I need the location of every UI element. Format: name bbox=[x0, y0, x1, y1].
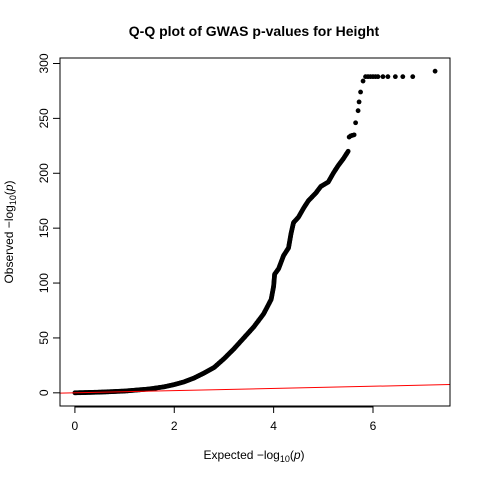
points-layer bbox=[72, 68, 438, 396]
y-axis-label: Observed −log10(p) bbox=[2, 180, 18, 283]
reference-line bbox=[59, 384, 451, 394]
outlier-point bbox=[351, 132, 357, 138]
outlier-point bbox=[358, 89, 363, 95]
outlier-point bbox=[385, 74, 391, 80]
outlier-point bbox=[355, 108, 361, 114]
outlier-point bbox=[380, 74, 386, 80]
y-tick-label: 0 bbox=[37, 389, 51, 396]
x-axis: 0 2 4 6 bbox=[72, 406, 377, 433]
y-tick-label: 300 bbox=[37, 53, 51, 73]
outlier-point bbox=[400, 74, 406, 80]
x-tick-label: 0 bbox=[72, 419, 79, 433]
outlier-point bbox=[410, 74, 416, 80]
y-tick-label: 50 bbox=[37, 331, 51, 345]
outlier-point bbox=[375, 74, 381, 80]
outlier-point bbox=[432, 68, 438, 74]
outlier-point bbox=[392, 74, 398, 80]
x-tick-label: 6 bbox=[370, 419, 377, 433]
y-tick-label: 250 bbox=[37, 108, 51, 128]
y-tick-label: 200 bbox=[37, 163, 51, 183]
x-axis-label: Expected −log10(p) bbox=[203, 448, 304, 464]
outlier-point bbox=[353, 120, 359, 126]
x-tick-label: 4 bbox=[270, 419, 277, 433]
y-tick-label: 100 bbox=[37, 273, 51, 293]
data-point bbox=[345, 148, 351, 154]
y-tick-label: 150 bbox=[37, 218, 51, 238]
outlier-point bbox=[360, 78, 366, 84]
chart-title: Q-Q plot of GWAS p-values for Height bbox=[129, 23, 380, 39]
y-axis: 0 50 100 150 200 250 300 bbox=[37, 53, 61, 396]
plot-frame bbox=[59, 57, 451, 407]
x-tick-label: 2 bbox=[171, 419, 178, 433]
outlier-point bbox=[356, 99, 362, 105]
